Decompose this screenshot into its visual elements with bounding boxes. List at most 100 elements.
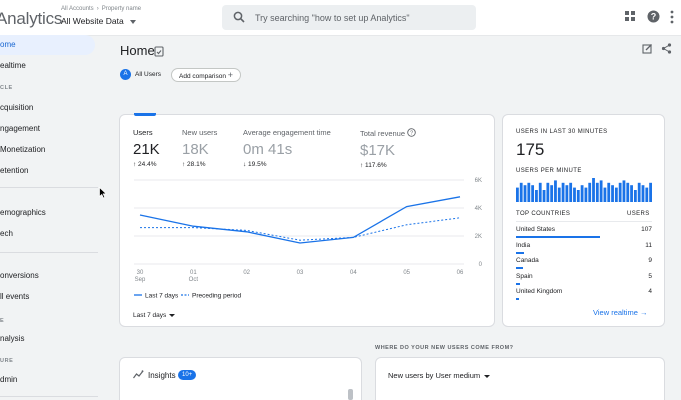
mouse-cursor-icon bbox=[99, 187, 107, 199]
new-users-dimension-selector[interactable]: New users by User medium bbox=[388, 371, 491, 380]
country-row[interactable]: India 11 bbox=[516, 242, 652, 256]
country-row[interactable]: United Kingdom 4 bbox=[516, 288, 652, 302]
per-minute-bar[interactable] bbox=[592, 178, 595, 202]
country-row[interactable]: Spain 5 bbox=[516, 273, 652, 287]
per-minute-bar[interactable] bbox=[626, 182, 630, 202]
customize-report-icon[interactable] bbox=[642, 43, 653, 54]
x-tick-label: 02 bbox=[243, 270, 250, 276]
per-minute-bar[interactable] bbox=[519, 182, 523, 202]
per-minute-bar[interactable] bbox=[565, 185, 569, 202]
per-minute-bar[interactable] bbox=[618, 182, 622, 202]
nav-item-retention[interactable]: etention bbox=[0, 161, 95, 181]
per-minute-bar[interactable] bbox=[573, 187, 576, 202]
nav-divider bbox=[0, 252, 98, 253]
country-name: Canada bbox=[516, 257, 539, 264]
account-menu-icon[interactable] bbox=[670, 10, 681, 24]
nav-item-engagement[interactable]: ngagement bbox=[0, 119, 95, 139]
per-minute-bar[interactable] bbox=[637, 182, 641, 202]
nav-item-monetization[interactable]: Monetization bbox=[0, 140, 95, 160]
per-minute-bar[interactable] bbox=[546, 182, 550, 202]
nav-item-demographics[interactable]: emographics bbox=[0, 203, 95, 223]
nav-item-home[interactable]: ome bbox=[0, 35, 95, 55]
date-range-selector[interactable]: Last 7 days bbox=[133, 312, 176, 319]
account-breadcrumb[interactable]: All Accounts › Property name bbox=[61, 6, 141, 12]
series-line-last-7-days[interactable] bbox=[139, 196, 461, 244]
per-minute-bar[interactable] bbox=[516, 187, 519, 202]
share-icon[interactable] bbox=[661, 43, 672, 54]
per-minute-bar[interactable] bbox=[531, 185, 535, 202]
segment-label: All Users bbox=[135, 71, 162, 78]
per-minute-bar[interactable] bbox=[622, 180, 626, 202]
metric-users[interactable]: Users 21K ↑ 24.4% bbox=[133, 128, 160, 168]
nav-item-tech[interactable]: ech bbox=[0, 224, 95, 244]
nav-item-realtime[interactable]: ealtime bbox=[0, 56, 95, 76]
per-minute-bar[interactable] bbox=[641, 185, 645, 202]
per-minute-bar[interactable] bbox=[538, 182, 542, 202]
country-share-bar bbox=[516, 251, 525, 254]
per-minute-bar[interactable] bbox=[550, 185, 554, 202]
report-info-icon[interactable] bbox=[154, 46, 164, 57]
segment-chip[interactable]: A All Users bbox=[120, 68, 161, 82]
metric-change: ↑ 24.4% bbox=[133, 161, 157, 168]
metric-new-users[interactable]: New users 18K ↑ 28.1% bbox=[182, 128, 217, 168]
per-minute-bar[interactable] bbox=[588, 182, 592, 202]
country-share-bar bbox=[516, 298, 519, 300]
caret-down-icon bbox=[129, 19, 136, 24]
nav-item-admin[interactable]: dmin bbox=[0, 370, 95, 390]
nav-item-acquisition[interactable]: cquisition bbox=[0, 98, 95, 118]
series-line-preceding-period[interactable] bbox=[140, 217, 461, 241]
per-minute-bar[interactable] bbox=[535, 190, 538, 202]
metric-change: ↑ 117.6% bbox=[360, 162, 387, 169]
search-bar[interactable] bbox=[222, 5, 476, 30]
per-minute-bar[interactable] bbox=[599, 180, 603, 202]
country-row[interactable]: Canada 9 bbox=[516, 257, 652, 271]
per-minute-bar[interactable] bbox=[554, 180, 557, 202]
per-minute-bar[interactable] bbox=[527, 182, 531, 202]
date-range-label: Last 7 days bbox=[133, 312, 167, 319]
country-row[interactable]: United States 107 bbox=[516, 226, 652, 240]
per-minute-bar[interactable] bbox=[630, 185, 633, 202]
app-title[interactable]: Analytics bbox=[0, 9, 63, 28]
per-minute-bar[interactable] bbox=[595, 182, 599, 202]
search-input[interactable] bbox=[255, 10, 465, 25]
per-minute-bar[interactable] bbox=[576, 190, 580, 202]
per-minute-bar[interactable] bbox=[569, 182, 573, 202]
country-name: India bbox=[516, 241, 531, 249]
per-minute-bar[interactable] bbox=[645, 187, 649, 202]
help-icon[interactable]: ? bbox=[647, 10, 660, 23]
legend-label: Last 7 days bbox=[145, 293, 179, 300]
per-minute-bar[interactable] bbox=[542, 190, 546, 202]
insights-trend-icon bbox=[133, 370, 144, 379]
breadcrumb-all-accounts[interactable]: All Accounts bbox=[61, 6, 94, 12]
add-comparison-button[interactable]: Add comparison + bbox=[171, 68, 242, 82]
nav-item-conversions[interactable]: onversions bbox=[0, 266, 95, 286]
per-minute-bar[interactable] bbox=[557, 187, 561, 202]
nav-item-label: emographics bbox=[0, 208, 46, 217]
per-minute-bar[interactable] bbox=[584, 187, 588, 202]
new-users-section-title: WHERE DO YOUR NEW USERS COME FROM? bbox=[375, 345, 514, 351]
per-minute-bar[interactable] bbox=[614, 187, 618, 202]
metric-total-revenue[interactable]: Total revenue ? $17K ↑ 117.6% bbox=[360, 128, 416, 169]
per-minute-bar[interactable] bbox=[523, 185, 527, 202]
segment-badge: A bbox=[120, 68, 131, 80]
nav-section-lifecycle: CLE bbox=[0, 85, 13, 91]
per-minute-bar[interactable] bbox=[580, 185, 584, 202]
breadcrumb-property[interactable]: Property name bbox=[101, 6, 142, 12]
nav-item-analysis[interactable]: nalysis bbox=[0, 329, 95, 349]
apps-grid-icon[interactable] bbox=[624, 10, 636, 22]
property-selector[interactable]: All Website Data bbox=[61, 16, 136, 26]
metric-engagement-time[interactable]: Average engagement time 0m 41s ↓ 19.5% bbox=[243, 128, 331, 168]
per-minute-bar[interactable] bbox=[607, 182, 611, 202]
per-minute-bar[interactable] bbox=[603, 187, 607, 202]
x-tick-label: 04 bbox=[350, 270, 357, 276]
per-minute-bar[interactable] bbox=[649, 182, 652, 202]
help-outline-icon[interactable]: ? bbox=[407, 128, 416, 137]
per-minute-bar[interactable] bbox=[633, 190, 637, 202]
per-minute-bar[interactable] bbox=[561, 182, 565, 202]
nav-item-label: Monetization bbox=[0, 145, 46, 154]
insights-scrollbar[interactable] bbox=[348, 389, 353, 400]
per-minute-bar[interactable] bbox=[611, 185, 614, 202]
nav-item-all-events[interactable]: ll events bbox=[0, 287, 95, 307]
realtime-count: 175 bbox=[516, 140, 545, 159]
view-realtime-link[interactable]: View realtime → bbox=[593, 308, 647, 317]
